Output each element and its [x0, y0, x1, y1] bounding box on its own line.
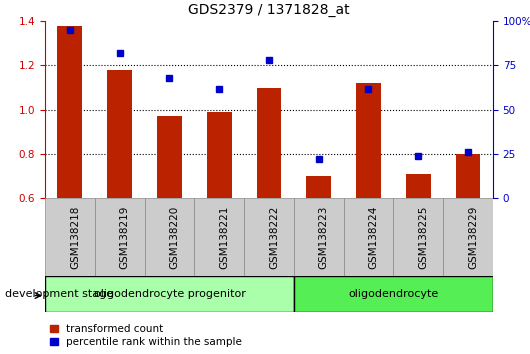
Bar — [45, 276, 294, 312]
Text: development stage: development stage — [5, 289, 113, 299]
Bar — [343, 198, 393, 276]
Bar — [306, 176, 331, 198]
Bar — [294, 198, 343, 276]
Bar — [443, 198, 493, 276]
Title: GDS2379 / 1371828_at: GDS2379 / 1371828_at — [188, 4, 350, 17]
Bar — [95, 198, 145, 276]
Bar — [393, 198, 443, 276]
Bar — [356, 83, 381, 198]
Text: GSM138222: GSM138222 — [269, 205, 279, 269]
Bar — [145, 198, 195, 276]
Text: GSM138218: GSM138218 — [70, 205, 80, 269]
Bar — [207, 112, 232, 198]
Text: GSM138221: GSM138221 — [219, 205, 229, 269]
Text: GSM138225: GSM138225 — [418, 205, 428, 269]
Text: GSM138223: GSM138223 — [319, 205, 329, 269]
Text: GSM138220: GSM138220 — [170, 206, 180, 269]
Bar — [57, 26, 82, 198]
Bar — [406, 174, 431, 198]
Bar — [257, 88, 281, 198]
Bar — [45, 198, 95, 276]
Text: GSM138229: GSM138229 — [468, 205, 478, 269]
Bar — [195, 198, 244, 276]
Text: GSM138224: GSM138224 — [368, 205, 378, 269]
Bar — [294, 276, 493, 312]
Text: oligodendrocyte: oligodendrocyte — [348, 289, 438, 299]
Bar — [107, 70, 132, 198]
Bar — [157, 116, 182, 198]
Text: GSM138219: GSM138219 — [120, 205, 130, 269]
Text: oligodendrocyte progenitor: oligodendrocyte progenitor — [93, 289, 245, 299]
Bar — [244, 198, 294, 276]
Bar — [456, 154, 481, 198]
Legend: transformed count, percentile rank within the sample: transformed count, percentile rank withi… — [50, 324, 242, 347]
